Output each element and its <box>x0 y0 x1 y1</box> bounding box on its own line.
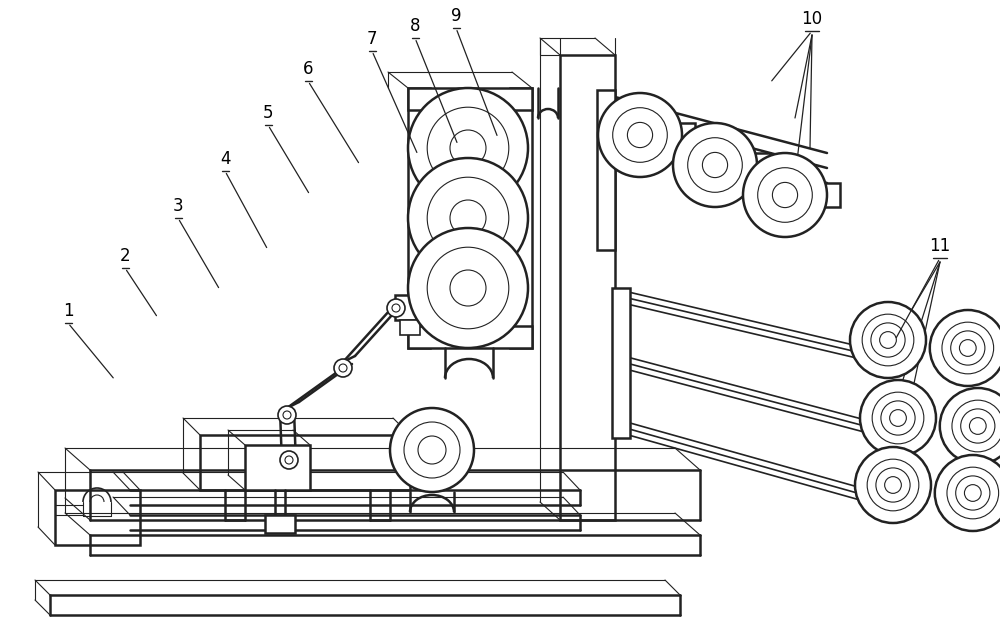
Circle shape <box>876 468 910 502</box>
Circle shape <box>278 406 296 424</box>
Circle shape <box>408 158 528 278</box>
Circle shape <box>867 459 919 511</box>
Circle shape <box>427 107 509 189</box>
Circle shape <box>969 418 986 434</box>
Text: 11: 11 <box>929 237 951 255</box>
Bar <box>408 326 532 348</box>
Bar <box>400 320 420 335</box>
Circle shape <box>404 422 460 478</box>
Bar <box>408 88 430 348</box>
Circle shape <box>850 302 926 378</box>
Circle shape <box>758 168 812 222</box>
Circle shape <box>890 410 906 426</box>
Bar <box>560 55 615 520</box>
Circle shape <box>450 130 486 166</box>
Circle shape <box>702 152 728 178</box>
Circle shape <box>872 392 924 444</box>
Text: 10: 10 <box>801 10 823 28</box>
Text: 4: 4 <box>220 150 230 168</box>
Bar <box>200 435 410 490</box>
Circle shape <box>450 200 486 236</box>
Bar <box>612 288 630 438</box>
Bar <box>597 90 615 250</box>
Bar <box>677 123 695 147</box>
Circle shape <box>881 401 915 435</box>
Circle shape <box>627 122 653 148</box>
Circle shape <box>598 93 682 177</box>
Circle shape <box>285 456 293 464</box>
Bar <box>408 88 532 110</box>
Bar <box>752 153 770 177</box>
Circle shape <box>871 323 905 357</box>
Circle shape <box>418 436 446 464</box>
Circle shape <box>334 359 352 377</box>
Text: 8: 8 <box>410 17 420 35</box>
Text: 7: 7 <box>367 30 377 48</box>
Text: 3: 3 <box>173 197 183 215</box>
Circle shape <box>408 228 528 348</box>
Circle shape <box>862 314 914 366</box>
Circle shape <box>427 177 509 259</box>
Circle shape <box>947 467 999 519</box>
Circle shape <box>860 380 936 456</box>
Circle shape <box>390 408 474 492</box>
Circle shape <box>885 476 901 494</box>
Circle shape <box>952 400 1000 452</box>
Bar <box>265 515 295 533</box>
Text: 2: 2 <box>120 247 130 265</box>
Circle shape <box>880 332 896 348</box>
Circle shape <box>964 485 981 501</box>
Circle shape <box>942 322 994 374</box>
Circle shape <box>280 451 298 469</box>
Circle shape <box>408 88 528 208</box>
Text: 5: 5 <box>263 104 273 122</box>
Bar <box>55 490 140 545</box>
Text: 9: 9 <box>451 7 461 25</box>
Circle shape <box>613 108 667 162</box>
Circle shape <box>855 447 931 523</box>
Circle shape <box>961 409 995 443</box>
Circle shape <box>940 388 1000 464</box>
Circle shape <box>951 331 985 365</box>
Bar <box>510 88 532 348</box>
Circle shape <box>930 310 1000 386</box>
Circle shape <box>688 138 742 192</box>
Circle shape <box>283 411 291 419</box>
Bar <box>245 445 310 490</box>
Text: 1: 1 <box>63 302 73 320</box>
Bar <box>395 295 425 320</box>
Circle shape <box>387 299 405 317</box>
Circle shape <box>959 340 976 356</box>
Circle shape <box>673 123 757 207</box>
Circle shape <box>339 364 347 372</box>
Circle shape <box>450 270 486 306</box>
Text: 6: 6 <box>303 60 313 78</box>
Circle shape <box>392 304 400 312</box>
Circle shape <box>956 476 990 510</box>
Circle shape <box>743 153 827 237</box>
Circle shape <box>427 247 509 329</box>
Bar <box>822 183 840 207</box>
Circle shape <box>772 182 798 208</box>
Circle shape <box>935 455 1000 531</box>
